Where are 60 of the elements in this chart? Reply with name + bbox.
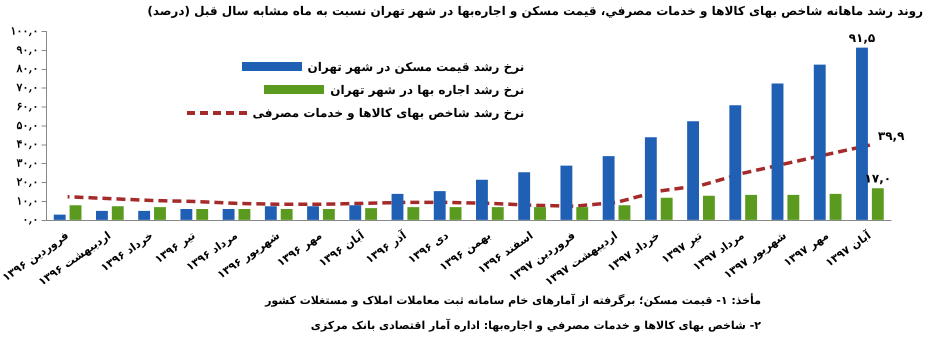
y-tick-label: ۹۰,۰ — [16, 43, 39, 56]
legend-label: نرخ رشد شاخص بهای کالاها و خدمات مصرفی — [252, 106, 524, 120]
bar — [492, 207, 504, 220]
bar — [365, 208, 378, 220]
bar — [450, 207, 462, 220]
data-label: ۳۹,۹ — [878, 129, 906, 144]
bar — [772, 84, 784, 220]
bar — [602, 156, 615, 220]
bar — [534, 207, 546, 220]
y-tick-label: ۱۰,۰ — [16, 194, 39, 208]
bar — [687, 121, 700, 220]
bar — [660, 198, 673, 220]
bar — [830, 194, 842, 220]
bar — [560, 166, 572, 220]
bar — [618, 205, 630, 220]
bar — [644, 137, 657, 220]
data-label: ۹۱,۵ — [848, 30, 876, 45]
y-tick-label: ۳۰,۰ — [16, 156, 39, 170]
bar — [54, 214, 66, 220]
bar — [576, 207, 588, 220]
y-tick-label: ۱۰۰,۰ — [10, 24, 39, 38]
bar — [238, 209, 250, 220]
chart-title: روند رشد ماهانه شاخص بهای کالاها و خدمات مصرفي، قيمت مسکن و اجاره‌بها در شهر تهران نسبت به ماه مشابه سال قبل (درصد) — [147, 4, 923, 18]
bar — [196, 209, 208, 220]
bar — [222, 209, 235, 220]
bar — [702, 196, 715, 220]
bar — [70, 205, 82, 220]
bar — [518, 172, 530, 220]
bar — [307, 206, 319, 220]
y-tick-label: ۸۰,۰ — [16, 62, 39, 76]
text: مأخذ: ۱- قیمت مسکن؛ برگرفته از آمارهای خام سامانه ثبت معاملات املاک و مستغلات کشور — [265, 294, 761, 307]
legend-label: نرخ رشد قیمت مسکن در شهر تهران — [308, 60, 524, 74]
legend-label: نرخ رشد اجاره بها در شهر تهران — [330, 82, 524, 97]
y-tick-label: ۰,۰ — [22, 213, 39, 226]
bar — [787, 194, 800, 220]
bar — [434, 191, 446, 220]
bar — [138, 210, 150, 220]
bar — [814, 64, 826, 220]
bar — [96, 210, 108, 220]
bar — [280, 209, 293, 220]
y-tick-label: ۷۰,۰ — [16, 81, 39, 94]
y-tick-label: ۲۰,۰ — [16, 175, 39, 188]
x-tick-label: آذر ۱۳۹۶ — [362, 228, 409, 266]
text: ۲- شاخص بهای کالاها و خدمات مصرفي و اجاره‌بها: اداره آمار اقتصادی بانک مرکزی — [310, 319, 761, 332]
bar — [112, 206, 124, 220]
bar — [872, 188, 884, 220]
y-tick-label: ۵۰,۰ — [16, 118, 39, 132]
bar — [856, 48, 868, 220]
bar — [407, 207, 420, 220]
bar — [745, 194, 758, 220]
bar — [476, 180, 488, 220]
bar — [392, 194, 404, 220]
y-tick-label: ۴۰,۰ — [16, 138, 39, 151]
bar — [154, 207, 166, 220]
bar — [729, 105, 742, 220]
bar — [180, 209, 192, 220]
bar — [349, 205, 362, 220]
y-tick-label: ۶۰,۰ — [16, 100, 39, 113]
bar — [322, 209, 335, 220]
bar — [264, 206, 277, 220]
